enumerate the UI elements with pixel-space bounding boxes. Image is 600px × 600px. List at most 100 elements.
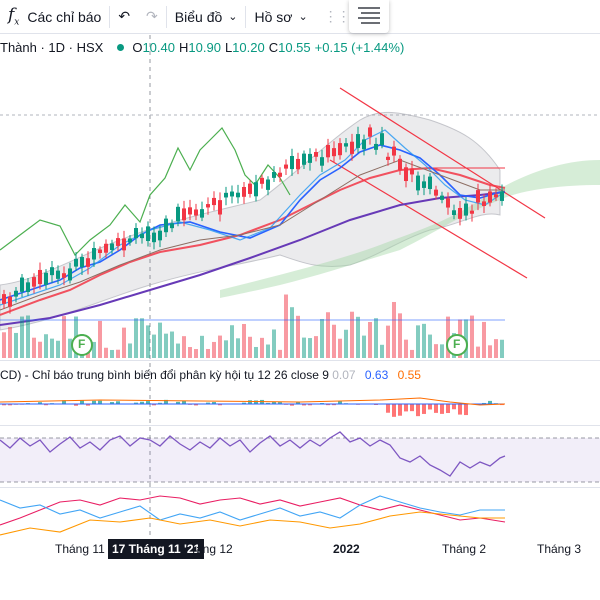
candle-body: [314, 152, 318, 157]
candle-body: [392, 146, 396, 156]
volume-bar: [260, 337, 264, 358]
candle-body: [374, 143, 378, 150]
macd-histogram-bar: [140, 401, 144, 404]
ma-lightblue-line: [0, 129, 501, 306]
candle-body: [440, 195, 444, 200]
macd-histogram-bar: [290, 404, 294, 406]
candle-body: [44, 272, 48, 285]
candle-body: [50, 267, 54, 276]
volume-bar: [266, 344, 270, 358]
candle-body: [338, 143, 342, 156]
candle-body: [470, 210, 474, 214]
macd-histogram-bar: [44, 404, 48, 406]
volume-bar: [140, 318, 144, 358]
macd-histogram-bar: [86, 404, 90, 406]
volume-bar: [290, 307, 294, 358]
macd-title: CD) - Chỉ báo trung bình biến đổi phân k…: [0, 368, 329, 382]
channel-lower-line: [329, 159, 528, 279]
profile-menu-button[interactable]: Hồ sơ ⌄: [246, 0, 315, 33]
undo-button[interactable]: ↶: [110, 0, 138, 33]
candle-body: [416, 175, 420, 191]
dmi-blue-line: [0, 495, 505, 521]
candle-body: [260, 177, 264, 184]
volume-bar: [368, 322, 372, 358]
macd-histogram-bar: [212, 402, 216, 404]
volume-bar: [338, 338, 342, 358]
macd-histogram-bar: [398, 404, 402, 416]
macd-histogram-bar: [296, 402, 300, 404]
macd-histogram-bar: [302, 404, 306, 406]
macd-histogram-bar: [392, 404, 396, 417]
candle-body: [182, 208, 186, 221]
volume-bar: [38, 341, 42, 358]
candle-body: [464, 203, 468, 216]
macd-histogram-bar: [428, 404, 432, 410]
macd-histogram-bar: [92, 400, 96, 404]
candle-body: [290, 155, 294, 170]
volume-bar: [446, 316, 450, 358]
undo-icon: ↶: [118, 8, 131, 24]
volume-bar: [326, 312, 330, 358]
macd-histogram-bar: [110, 402, 114, 404]
volume-bar: [362, 335, 366, 358]
indicators-button[interactable]: fx Các chỉ báo: [0, 0, 109, 33]
volume-bar: [434, 344, 438, 358]
candle-body: [206, 204, 210, 208]
candle-body: [422, 181, 426, 188]
redo-button[interactable]: ↷: [138, 0, 166, 33]
chart-canvas[interactable]: [0, 0, 600, 537]
volume-bar: [440, 344, 444, 358]
axis-label-dec: áng 12: [196, 542, 233, 556]
volume-bar: [146, 325, 150, 358]
macd-histogram-bar: [176, 401, 180, 404]
macd-histogram-bar: [446, 404, 450, 414]
function-icon: fx: [8, 5, 20, 28]
candle-body: [134, 228, 138, 239]
volume-bar: [104, 347, 108, 358]
volume-bar: [410, 349, 414, 358]
volume-bar: [284, 294, 288, 358]
dmi-pink-line: [0, 495, 506, 526]
chart-menu-button[interactable]: Biểu đồ ⌄: [167, 0, 246, 33]
ichimoku-cloud: [220, 160, 600, 298]
macd-histogram-bar: [80, 400, 84, 404]
candle-body: [32, 277, 36, 287]
candle-body: [482, 201, 486, 207]
volume-bar: [422, 323, 426, 358]
macd-histogram-bar: [386, 404, 390, 413]
candlesticks: [2, 124, 504, 314]
macd-histogram-bar: [218, 404, 222, 406]
volume-bar: [134, 318, 138, 358]
high-label: H: [179, 40, 189, 55]
volume-bar: [248, 336, 252, 358]
pane-divider[interactable]: [0, 425, 600, 426]
candle-body: [308, 153, 312, 163]
candle-body: [86, 258, 90, 267]
macd-signal-value: 0.55: [397, 368, 421, 382]
candle-body: [80, 257, 84, 268]
symbol-title[interactable]: Thành · 1D · HSX: [0, 40, 104, 55]
marker-f-2[interactable]: [446, 334, 468, 356]
volume-bar: [380, 344, 384, 358]
hamburger-menu-button[interactable]: [349, 0, 389, 33]
macd-histogram-bar: [326, 404, 330, 406]
kijun-line: [0, 159, 505, 311]
time-axis[interactable]: Tháng 11 17 Tháng 11 '21 áng 12 2022 Thá…: [0, 537, 600, 561]
pane-divider[interactable]: [0, 360, 600, 361]
top-toolbar: fx Các chỉ báo ↶ ↷ Biểu đồ ⌄ Hồ sơ ⌄ ⋮⋮: [0, 0, 600, 34]
volume-bar: [398, 313, 402, 358]
candle-body: [140, 233, 144, 239]
pane-divider[interactable]: [0, 487, 600, 488]
candle-body: [368, 127, 372, 137]
volume-bar: [476, 346, 480, 358]
candle-body: [176, 206, 180, 222]
candle-body: [104, 243, 108, 253]
candle-body: [98, 249, 102, 253]
candle-body: [14, 290, 18, 297]
candle-body: [476, 190, 480, 203]
volume-bar: [92, 341, 96, 358]
candle-body: [8, 296, 12, 307]
marker-f-1[interactable]: [71, 334, 93, 356]
divider: [109, 5, 111, 28]
drag-handle[interactable]: ⋮⋮: [316, 0, 358, 33]
